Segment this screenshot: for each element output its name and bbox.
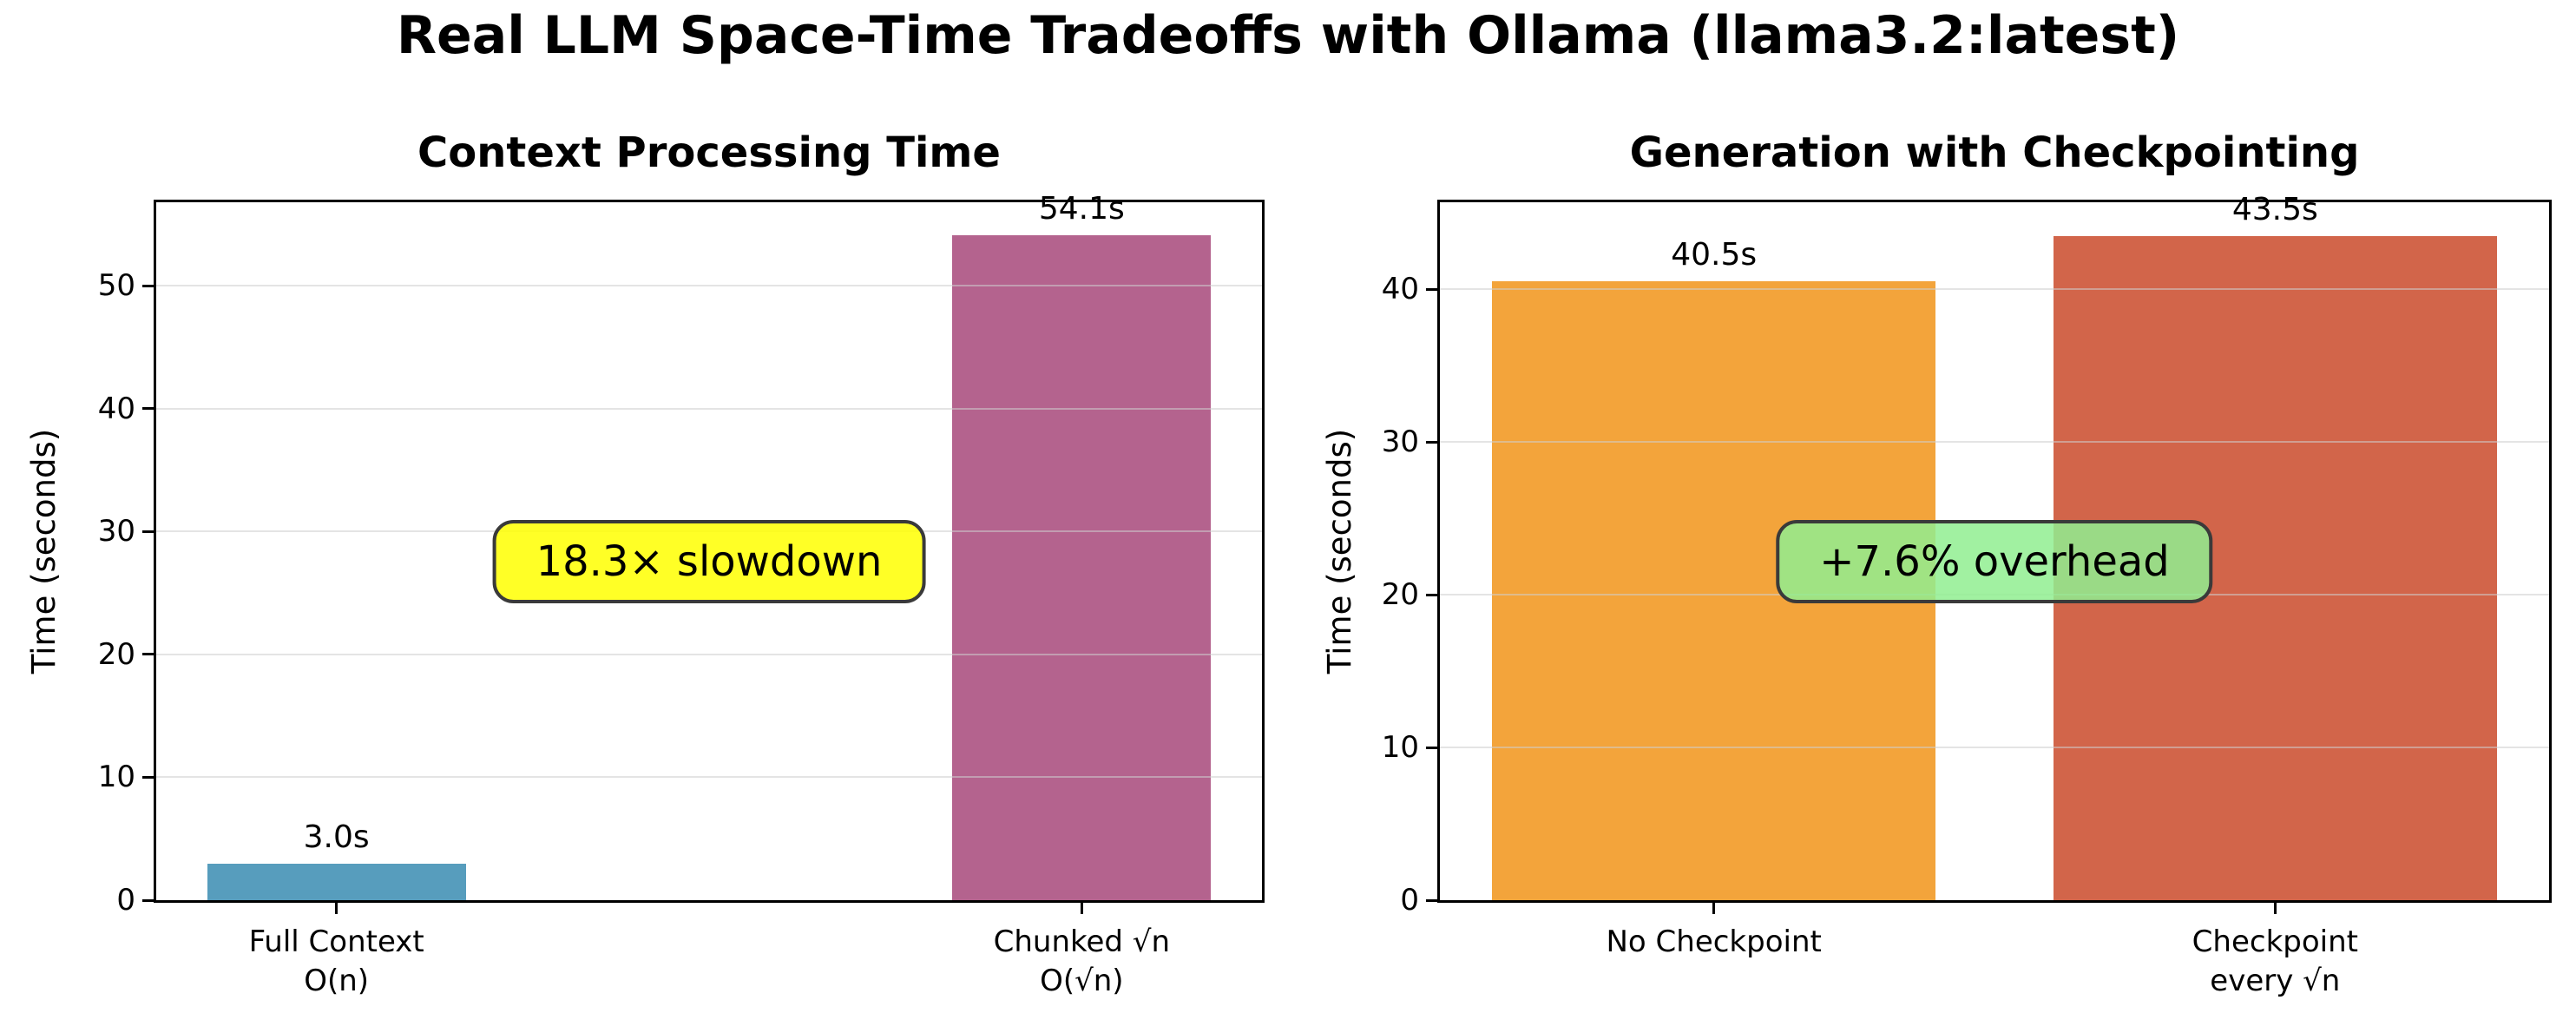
x-tick-mark-1 (1080, 903, 1083, 914)
bar-value-label-0: 3.0s (303, 819, 370, 855)
plot-area-right: +7.6% overhead 0 10 20 30 40 40.5s No Checkpoi… (1382, 192, 2552, 998)
y-tick-mark-0 (1426, 898, 1437, 902)
y-axis-label-left: Time (seconds) (25, 428, 62, 674)
y-axis-label-right: Time (seconds) (1321, 428, 1358, 674)
x-tick-mark-0 (335, 903, 338, 914)
y-tick-mark-40 (1426, 287, 1437, 291)
y-tick-label-30: 30 (1381, 424, 1419, 460)
x-tick-mark-1 (2273, 903, 2277, 914)
y-tick-label-40: 40 (1381, 272, 1419, 307)
y-tick-mark-20 (1426, 593, 1437, 596)
bar-value-label-1: 43.5s (2231, 191, 2318, 227)
y-tick-label-10: 10 (97, 760, 135, 795)
subplot-title-generation: Generation with Checkpointing (1629, 128, 2360, 177)
x-category-label-0: No Checkpoint (1606, 924, 1822, 959)
y-tick-label-0: 0 (116, 883, 135, 918)
y-tick-label-0: 0 (1400, 883, 1419, 918)
y-tick-mark-40 (142, 407, 154, 411)
plot-area-left: 18.3× slowdown 0 10 20 30 40 50 3.0s Full Conte… (98, 191, 1265, 998)
bar-54.1s (952, 235, 1212, 900)
subplot-generation-checkpointing: Generation with Checkpointing Time (seco… (1321, 128, 2552, 998)
x-category-label-1: Chunked √n O(√n) (993, 924, 1171, 998)
y-tick-label-20: 20 (97, 636, 135, 672)
y-tick-label-10: 10 (1381, 730, 1419, 766)
y-tick-mark-20 (142, 653, 154, 656)
y-tick-label-40: 40 (97, 391, 135, 426)
y-tick-mark-30 (142, 530, 154, 533)
bar-3.0s (207, 863, 466, 900)
y-tick-label-50: 50 (97, 268, 135, 304)
bar-value-label-0: 40.5s (1671, 237, 1758, 273)
subplot-context-processing-time: Context Processing Time Time (seconds) 1… (25, 128, 1265, 998)
figure-title: Real LLM Space-Time Tradeoffs with Ollam… (396, 5, 2180, 66)
y-tick-mark-10 (142, 775, 154, 779)
subplot-title-context: Context Processing Time (417, 128, 1001, 177)
y-tick-mark-30 (1426, 440, 1437, 444)
x-category-label-1: Checkpoint every √n (2192, 924, 2358, 998)
slowdown-annotation: 18.3× slowdown (492, 519, 926, 603)
y-tick-mark-10 (1426, 746, 1437, 749)
y-tick-mark-0 (142, 898, 154, 902)
x-category-label-0: Full Context O(n) (248, 924, 424, 998)
y-tick-label-20: 20 (1381, 577, 1419, 613)
overhead-annotation: +7.6% overhead (1776, 519, 2213, 603)
y-tick-label-30: 30 (97, 514, 135, 549)
x-tick-mark-0 (1712, 903, 1716, 914)
bar-value-label-1: 54.1s (1038, 191, 1125, 227)
y-tick-mark-50 (142, 284, 154, 287)
